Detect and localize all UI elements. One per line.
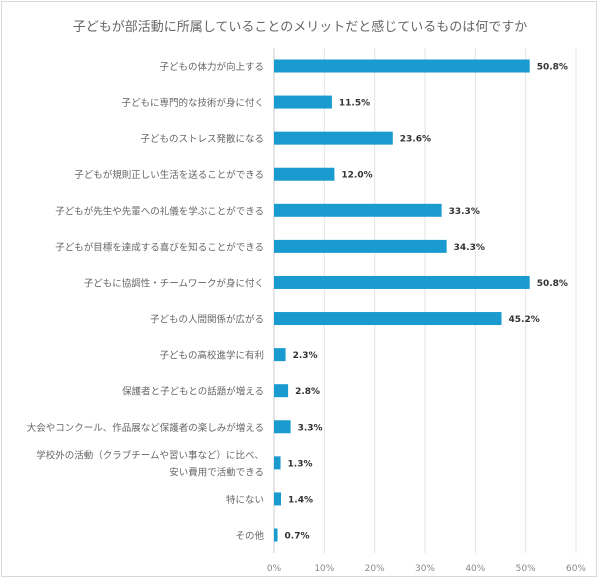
data-label: 50.8%	[537, 63, 568, 73]
x-tick-label: 50%	[516, 564, 536, 574]
bar	[274, 456, 281, 470]
category-label: 特にない	[226, 494, 264, 506]
bar	[274, 492, 282, 506]
data-label: 2.3%	[293, 351, 318, 361]
category-label: 子どもが規則正しい生活を送ることができる	[74, 169, 264, 181]
data-label: 23.6%	[400, 135, 431, 145]
data-label: 1.4%	[288, 495, 313, 505]
x-tick-label: 30%	[415, 564, 435, 574]
bar	[274, 203, 442, 217]
bar	[274, 59, 530, 73]
category-label: 子どもに専門的な技術が身に付く	[121, 97, 264, 109]
data-label: 12.0%	[341, 171, 372, 181]
bar	[274, 275, 530, 289]
category-label: その他	[235, 530, 264, 542]
bar	[274, 420, 291, 434]
data-label: 33.3%	[449, 207, 480, 217]
data-label: 0.7%	[285, 532, 310, 542]
data-label: 45.2%	[509, 315, 540, 325]
category-label: 子どもの高校進学に有利	[159, 350, 264, 362]
x-tick-label: 40%	[465, 564, 485, 574]
category-label: 学校外の活動（クラブチームや習い事など）に比べ、	[36, 449, 264, 461]
category-label: 安い費用で活動できる	[169, 466, 264, 478]
x-tick-label: 60%	[566, 564, 586, 574]
category-label: 子どもが目標を達成する喜びを知ることができる	[55, 241, 264, 253]
data-label: 3.3%	[298, 423, 323, 433]
chart-title: 子どもが部活動に所属していることのメリットだと感じているものは何ですか	[73, 19, 527, 35]
category-label: 子どもの体力が向上する	[159, 61, 264, 73]
category-label: 保護者と子どもとの話題が増える	[122, 386, 264, 398]
bar	[274, 384, 289, 398]
bar	[274, 312, 502, 326]
x-tick-label: 20%	[365, 564, 385, 574]
bar	[274, 348, 286, 362]
category-label: 子どもが先生や先輩への礼儀を学ぶことができる	[55, 205, 264, 217]
bar	[274, 95, 332, 109]
data-label: 50.8%	[537, 279, 568, 289]
category-label: 大会やコンクール、作品展など保護者の楽しみが増える	[27, 422, 264, 434]
data-label: 34.3%	[454, 243, 485, 253]
data-label: 1.3%	[288, 459, 313, 469]
bar	[274, 239, 447, 253]
data-label: 2.8%	[295, 387, 320, 397]
bar	[274, 528, 278, 542]
category-label: 子どもの人間関係が広がる	[150, 314, 264, 326]
bar	[274, 131, 393, 145]
category-label: 子どもに協調性・チームワークが身に付く	[84, 277, 264, 289]
category-label: 子どものストレス発散になる	[140, 133, 264, 145]
bar	[274, 167, 335, 181]
x-tick-label: 10%	[314, 564, 334, 574]
x-tick-label: 0%	[267, 564, 282, 574]
data-label: 11.5%	[339, 99, 370, 109]
